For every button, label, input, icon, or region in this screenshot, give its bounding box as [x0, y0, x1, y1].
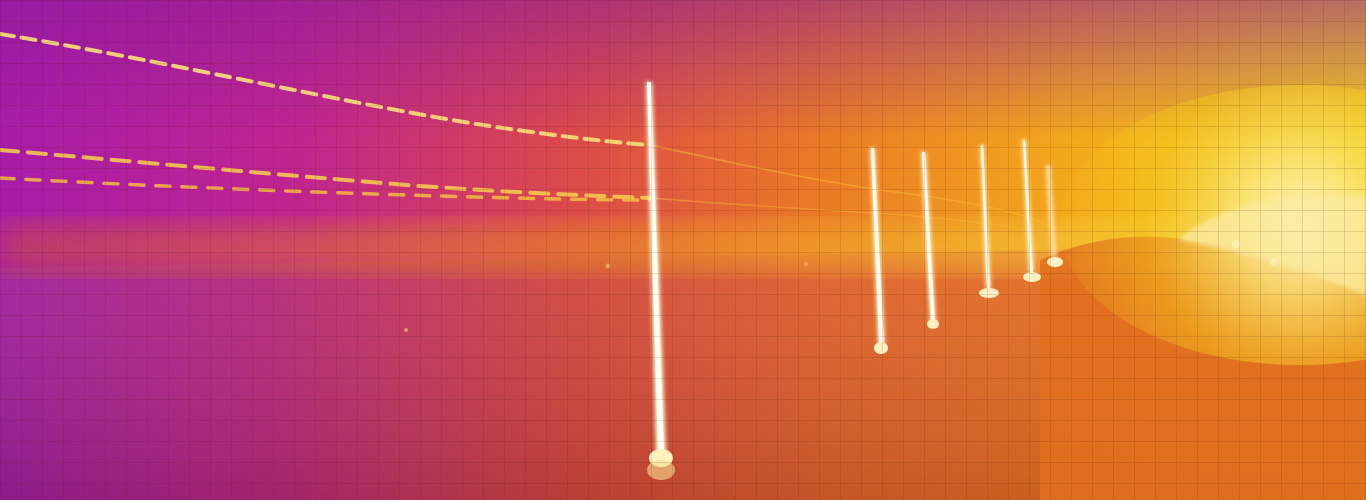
measurement-grid — [0, 0, 1366, 500]
thermal-image-canvas — [0, 0, 1366, 500]
thermal-image — [0, 0, 1366, 500]
